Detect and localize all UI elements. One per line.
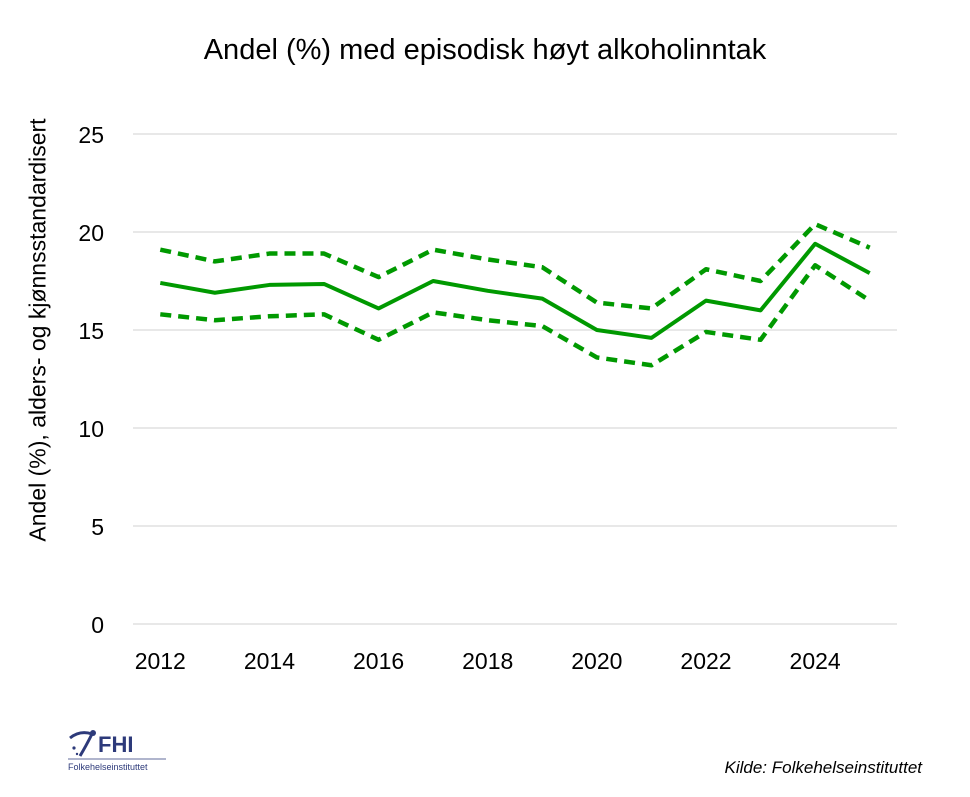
svg-text:FHI: FHI xyxy=(98,732,133,757)
x-tick-label: 2022 xyxy=(680,648,731,674)
y-tick-label: 20 xyxy=(78,220,104,246)
y-tick-label: 10 xyxy=(78,416,104,442)
y-tick-label: 15 xyxy=(78,318,104,344)
x-tick-label: 2018 xyxy=(462,648,513,674)
fhi-logo: FHI Folkehelseinstituttet xyxy=(68,730,166,772)
series-line-lower-ci xyxy=(160,263,871,368)
y-tick-label: 0 xyxy=(91,612,104,638)
svg-text:Folkehelseinstituttet: Folkehelseinstituttet xyxy=(68,762,148,772)
source-note: Kilde: Folkehelseinstituttet xyxy=(724,758,923,777)
y-tick-label: 5 xyxy=(91,514,104,540)
x-tick-label: 2014 xyxy=(244,648,295,674)
x-tick-label: 2012 xyxy=(135,648,186,674)
x-tick-label: 2016 xyxy=(353,648,404,674)
chart-title: Andel (%) med episodisk høyt alkoholinnt… xyxy=(203,34,767,66)
series-line-upper-ci xyxy=(159,221,871,311)
x-tick-label: 2024 xyxy=(790,648,841,674)
y-tick-label: 25 xyxy=(78,122,104,148)
x-tick-label: 2020 xyxy=(571,648,622,674)
series-line-estimate xyxy=(159,241,871,340)
